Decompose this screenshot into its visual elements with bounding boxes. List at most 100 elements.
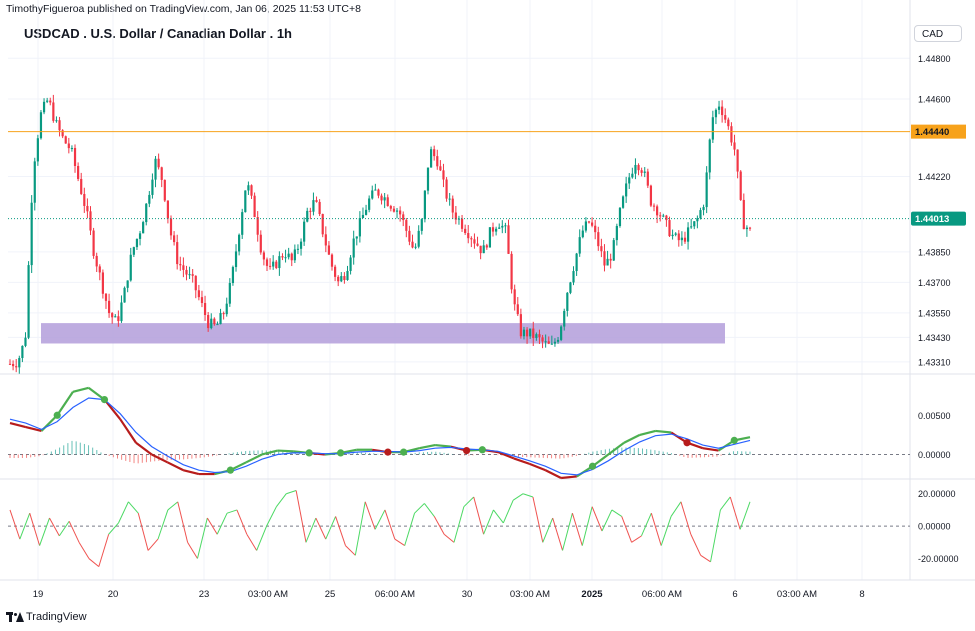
oscillator-line-segment [19, 512, 31, 540]
candle-body [683, 237, 687, 242]
momentum-fast-line [135, 441, 153, 456]
candle-body [312, 200, 315, 212]
candle-body [107, 300, 111, 314]
candle-body [730, 126, 733, 143]
oscillator-line-segment [660, 516, 672, 546]
candle-body [621, 196, 625, 208]
candle-body [522, 329, 526, 337]
oscillator-line-segment [414, 503, 425, 514]
time-tick-label: 25 [325, 589, 336, 600]
oscillator-line-segment [493, 509, 504, 524]
candle-body [727, 119, 730, 127]
candle-body [566, 292, 569, 311]
momentum-fast-line [434, 443, 451, 448]
candle-body [364, 209, 368, 215]
oscillator-line-segment [246, 533, 258, 551]
oscillator-line-segment [591, 506, 603, 532]
candle-body [306, 210, 309, 222]
candle-body [160, 167, 163, 180]
candle-body [126, 280, 129, 288]
candle-body [448, 198, 451, 200]
candle-body [609, 258, 612, 261]
candle-body [628, 177, 631, 184]
crossover-dot [53, 411, 61, 419]
candle-body [402, 214, 405, 221]
crossover-dot [384, 448, 392, 456]
oscillator-line-segment [433, 516, 445, 535]
oscillator-line-segment [305, 517, 317, 543]
oscillator-line-segment [118, 501, 129, 524]
candle-body [330, 254, 334, 267]
oscillator-line-segment [78, 542, 90, 559]
crossover-dot [683, 439, 691, 447]
crossover-dot [100, 396, 109, 404]
candle-body [417, 230, 420, 247]
price-axis[interactable]: 1.44800 1.44600 1.44220 1.43850 1.43700 1.435… [918, 54, 959, 564]
momentum-fast-line [419, 443, 436, 450]
time-axis[interactable]: 19 20 23 03:00 AM 25 06:00 AM 30 03:00 AM 2025 06… [33, 589, 865, 600]
symbol-title[interactable]: USDCAD . U.S. Dollar / Canadian Dollar .… [24, 26, 292, 41]
candle-body [556, 339, 560, 342]
candle-body [615, 225, 618, 241]
candle-body [368, 198, 371, 210]
oscillator-line-segment [128, 501, 139, 514]
crossover-dot [478, 446, 486, 454]
candle-body [151, 179, 154, 195]
currency-button[interactable]: CAD [914, 25, 962, 42]
candle-body [495, 228, 498, 232]
candle-body [414, 246, 417, 248]
candle-body [361, 214, 365, 219]
candle-body [222, 313, 225, 315]
candle-body [488, 227, 492, 248]
momentum-fast-line [529, 462, 546, 472]
candle-body [358, 218, 361, 237]
candle-body [395, 210, 399, 212]
candle-body [693, 221, 696, 227]
price-tick-label: 1.43430 [918, 333, 951, 343]
oscillator-line-segment [729, 496, 741, 530]
momentum-fast-line [151, 453, 168, 464]
resistance-label: 1.44440 [915, 127, 949, 138]
candle-body [606, 258, 609, 266]
candle-body [392, 208, 396, 212]
tradingview-logo-text: TradingView [26, 611, 87, 623]
candle-body [219, 313, 222, 325]
candle-body [259, 234, 262, 253]
momentum-fast-line [119, 418, 137, 444]
candle-body [659, 215, 662, 217]
candle-body [67, 143, 70, 149]
candle-body [383, 197, 386, 201]
candle-body [510, 253, 513, 290]
time-tick-label: 2025 [581, 589, 603, 600]
momentum-fast-line [25, 425, 42, 433]
candle-body [420, 219, 423, 231]
momentum-oscillator [8, 386, 910, 480]
candle-body [442, 170, 445, 180]
oscillator-line-segment [68, 521, 80, 543]
candle-body [290, 253, 293, 261]
oscillator-line-segment [216, 512, 228, 535]
candle-body [352, 238, 355, 258]
candle-body [234, 251, 238, 268]
candle-body [117, 316, 120, 322]
tradingview-logo[interactable]: TradingView [6, 611, 87, 623]
candle-body [262, 252, 265, 260]
oscillator-line-segment [670, 501, 682, 517]
candle-body [275, 261, 278, 269]
oscillator-line-segment [690, 534, 702, 556]
time-tick-label: 06:00 AM [642, 589, 682, 600]
oscillator-line-segment [364, 501, 376, 530]
oscillator-line-segment [720, 496, 731, 511]
momentum-fast-line [639, 429, 656, 436]
oscillator-line-segment [631, 535, 642, 543]
candle-body [18, 358, 21, 368]
candle-body [321, 214, 324, 235]
oscillator-line-segment [157, 509, 169, 540]
candle-body [399, 210, 402, 215]
candle-body [560, 326, 563, 340]
candle-body [299, 241, 303, 249]
oscillator-line-segment [9, 509, 21, 540]
candle-body [544, 341, 547, 343]
candle-body [569, 282, 572, 293]
